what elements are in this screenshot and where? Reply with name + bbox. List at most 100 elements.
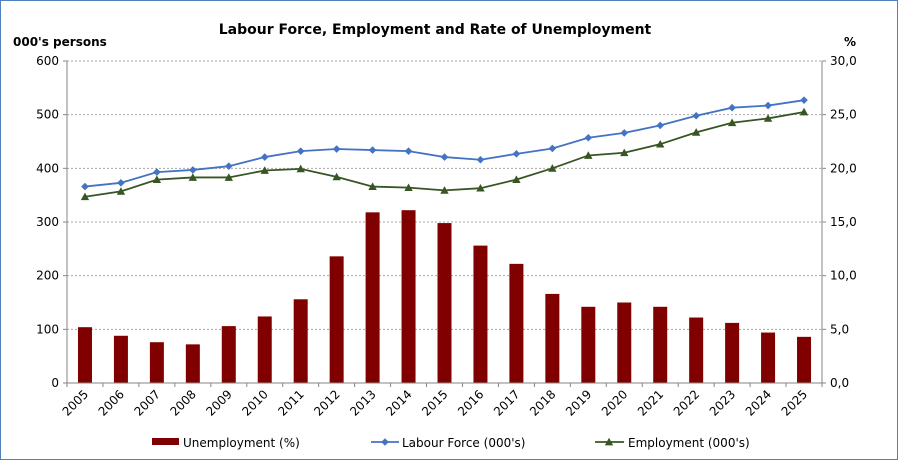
unemployment-bar (653, 306, 668, 383)
labour-force-s-point (368, 146, 377, 154)
legend: Unemployment (%) Labour Force (000's) Empl… (152, 436, 750, 450)
unemployment-bar (473, 245, 488, 383)
unemployment-bar (581, 306, 596, 383)
labour-force-s-point (620, 129, 629, 137)
employment-s-point (368, 182, 377, 190)
chart-title: Labour Force, Employment and Rate of Une… (219, 22, 652, 38)
employment-s-point (512, 175, 521, 183)
unemployment-bar (617, 302, 632, 383)
unemployment-bar (797, 336, 812, 383)
x-tick-label: 2020 (599, 387, 630, 418)
labour-force-s-point (189, 166, 197, 174)
left-axis-unit: 000's persons (13, 35, 107, 49)
labour-force-s-point (404, 147, 413, 155)
line-series (80, 96, 809, 201)
x-tick-label: 2010 (239, 387, 270, 418)
labour-force-s-point (332, 145, 341, 153)
x-tick-label: 2005 (60, 387, 91, 418)
employment-s-point (691, 128, 701, 136)
unemployment-bar (761, 332, 776, 383)
unemployment-bar (149, 342, 164, 383)
labour-force-s-point (800, 96, 808, 104)
legend-marker-labour-force (381, 438, 389, 446)
unemployment-bar (329, 256, 344, 383)
unemployment-bar (293, 299, 308, 383)
legend-marker-employment (604, 437, 614, 446)
employment-s-point (296, 164, 305, 173)
unemployment-bar (77, 327, 92, 383)
employment-s-point (260, 166, 269, 174)
x-tick-label: 2013 (347, 387, 378, 418)
labour-force-s-point (728, 103, 736, 112)
x-tick-label: 2006 (96, 387, 127, 418)
unemployment-bar (437, 223, 452, 383)
x-tick-label: 2009 (203, 387, 234, 418)
x-tick-label: 2024 (743, 387, 774, 418)
right-tick-label: 10,0 (830, 269, 857, 283)
labour-force-s-point (692, 111, 700, 120)
labour-force-s-point (296, 147, 305, 155)
labour-force-s-point (224, 162, 233, 170)
x-tick-label: 2023 (707, 387, 738, 418)
labour-force-s-point (656, 121, 665, 130)
labour-force-s-point (548, 144, 557, 153)
unemployment-bar (221, 326, 236, 383)
labour-force-s-point (153, 168, 161, 176)
labour-force-s-point (81, 182, 89, 191)
right-tick-label: 20,0 (830, 161, 857, 175)
left-tick-label: 400 (36, 161, 59, 175)
unemployment-bar (689, 317, 704, 383)
left-tick-label: 100 (36, 322, 59, 336)
employment-s-point (332, 172, 341, 181)
employment-s-point (80, 192, 90, 201)
employment-s-point (727, 118, 737, 127)
unemployment-bar (113, 335, 128, 383)
employment-s-point (620, 148, 629, 157)
x-tick-label: 2018 (527, 387, 558, 418)
unemployment-bar (725, 322, 740, 383)
labour-force-s-point (440, 153, 449, 161)
x-tick-label: 2015 (419, 387, 450, 418)
unemployment-bar (545, 293, 560, 383)
employment-s-point (404, 183, 413, 192)
employment-s-point (224, 173, 233, 181)
x-tick-label: 2007 (132, 387, 163, 418)
right-axis-unit: % (844, 35, 856, 49)
labour-force-s-point (117, 179, 125, 187)
employment-s-point (799, 107, 809, 116)
unemployment-bar (509, 263, 524, 383)
labour-force-s-point (476, 155, 485, 164)
labour-force-s-point (260, 153, 269, 161)
x-tick-label: 2017 (491, 387, 522, 418)
x-tick-label: 2016 (455, 387, 486, 418)
employment-s-point (763, 114, 773, 122)
employment-s-point (152, 175, 162, 183)
left-tick-label: 200 (36, 269, 59, 283)
x-tick-label: 2021 (635, 387, 666, 418)
employment-s-point (548, 164, 557, 172)
employment-s-point (116, 187, 126, 195)
legend-label-employment: Employment (000's) (628, 436, 750, 450)
legend-label-unemployment: Unemployment (%) (183, 436, 300, 450)
unemployment-bar (401, 210, 416, 383)
employment-s-point (476, 183, 485, 192)
unemployment-bar (365, 212, 380, 383)
labour-force-s-point (764, 101, 772, 110)
employment-s-point (440, 186, 449, 194)
labour-force-s-point (512, 150, 521, 158)
employment-s-point (584, 151, 593, 159)
left-tick-label: 600 (36, 54, 59, 68)
left-tick-label: 500 (36, 108, 59, 122)
left-tick-label: 0 (51, 376, 59, 390)
axes (63, 60, 826, 387)
unemployment-bar (257, 316, 272, 383)
x-tick-label: 2012 (311, 387, 342, 418)
x-tick-label: 2025 (779, 387, 810, 418)
legend-label-labour-force: Labour Force (000's) (402, 436, 525, 450)
x-tick-label: 2014 (383, 387, 414, 418)
labour-force-s-point (584, 133, 593, 142)
x-tick-label: 2011 (275, 387, 306, 418)
unemployment-bar (185, 344, 200, 383)
